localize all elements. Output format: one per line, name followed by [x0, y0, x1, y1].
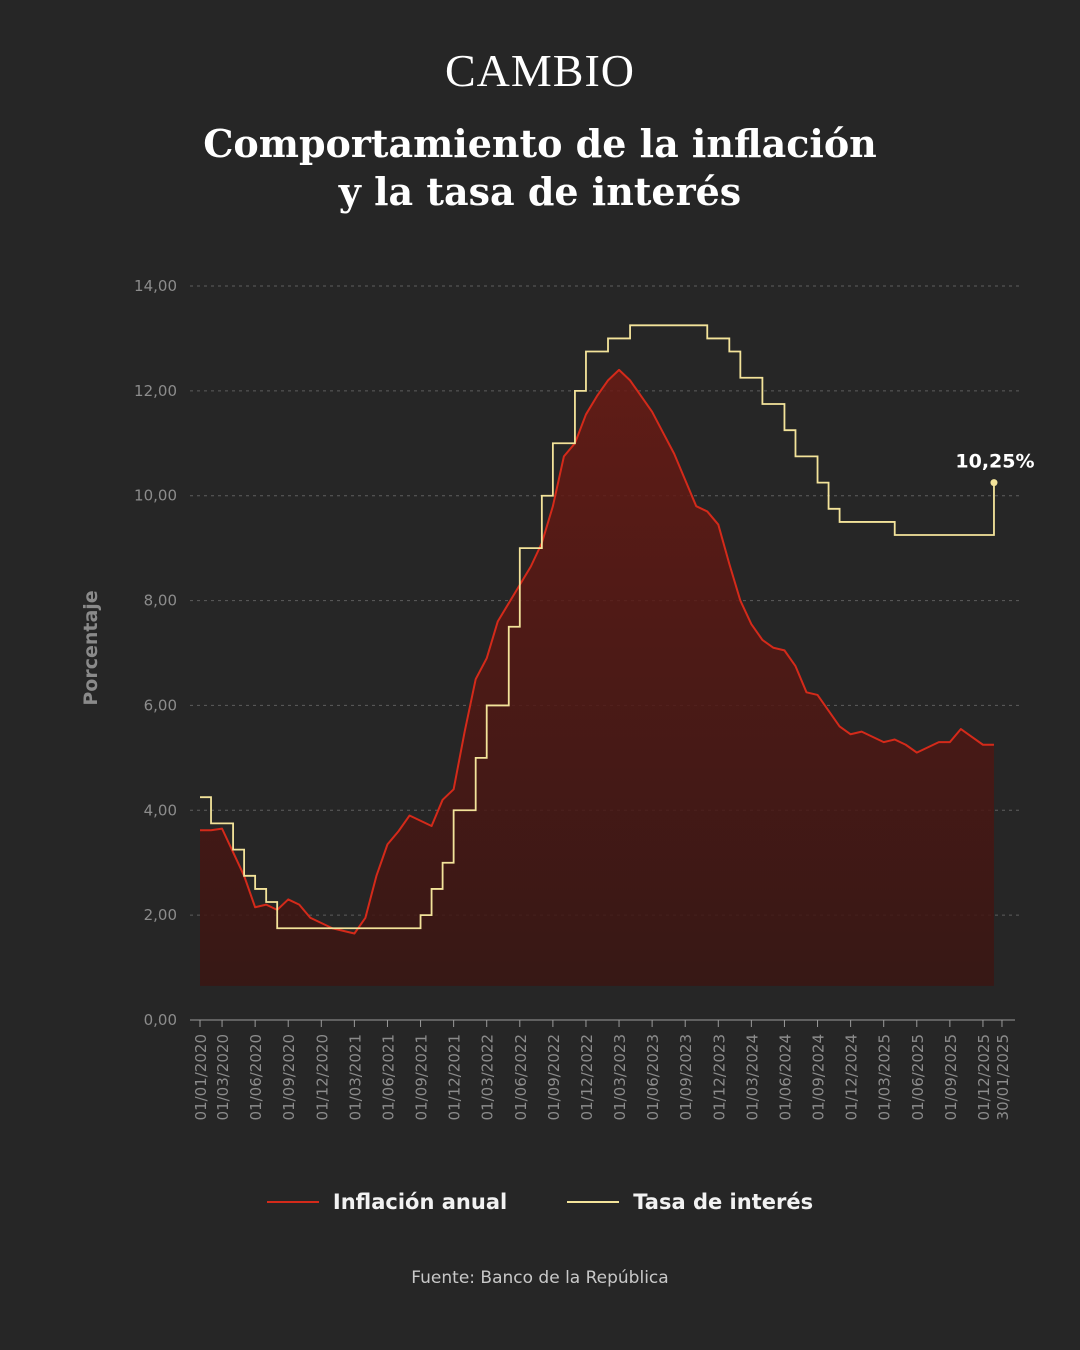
x-tick-label: 01/12/2025: [975, 1034, 993, 1120]
x-tick-label: 01/03/2021: [346, 1034, 364, 1120]
x-tick-label: 01/12/2021: [446, 1034, 464, 1120]
y-tick-label: 10,00: [134, 487, 177, 505]
legend-item-rate: Tasa de interés: [567, 1190, 813, 1214]
x-tick-label: 01/12/2024: [843, 1034, 861, 1120]
y-axis-label: Porcentaje: [80, 590, 102, 705]
legend-item-inflation: Inflación anual: [266, 1190, 508, 1214]
x-tick-label: 01/09/2025: [942, 1034, 960, 1120]
x-tick-label: 01/06/2025: [909, 1034, 927, 1120]
y-tick-label: 8,00: [144, 592, 177, 610]
x-tick-label: 01/06/2021: [379, 1034, 397, 1120]
chart-series: [200, 324, 998, 986]
x-tick-label: 01/06/2022: [512, 1034, 530, 1120]
x-tick-label: 01/01/2020: [192, 1034, 210, 1120]
brand-logo: CAMBIO: [444, 45, 636, 96]
y-tick-label: 14,00: [134, 277, 177, 295]
chart-title-line-1: Comportamiento de la inflación: [203, 121, 877, 166]
legend-label-rate: Tasa de interés: [633, 1190, 814, 1214]
inflation-area: [200, 369, 994, 986]
legend-swatch-inflation: [266, 1201, 319, 1203]
legend-swatch-rate: [567, 1201, 620, 1203]
y-tick-label: 0,00: [144, 1011, 177, 1029]
chart-svg: 0,00 2,00 4,00 6,00 8,00 10,00 12,00 14,00 Porce…: [80, 277, 1035, 1120]
interest-rate-line: [200, 324, 995, 930]
chart-axes: [190, 1019, 1015, 1027]
x-tick-label: 01/09/2020: [280, 1034, 298, 1120]
y-tick-label: 6,00: [144, 696, 177, 714]
chart-title: Comportamiento de la inflación y la tasa…: [0, 120, 1080, 216]
x-tick-label: 01/09/2022: [545, 1034, 563, 1120]
y-tick-label: 2,00: [144, 906, 177, 924]
x-tick-label: 01/09/2021: [413, 1034, 431, 1120]
x-tick-label: 01/12/2022: [578, 1034, 596, 1120]
chart-legend: Inflación anual Tasa de interés: [0, 1190, 1080, 1214]
x-tick-label: 01/06/2024: [776, 1034, 794, 1120]
x-tick-label: 01/06/2020: [247, 1034, 265, 1120]
x-tick-label: 01/09/2023: [677, 1034, 695, 1120]
x-tick-label: 01/03/2023: [611, 1034, 629, 1120]
x-tick-label: 01/06/2023: [644, 1034, 662, 1120]
legend-label-inflation: Inflación anual: [332, 1190, 508, 1214]
x-tick-label: 01/03/2020: [214, 1034, 232, 1120]
x-tick-label: 01/12/2020: [313, 1034, 331, 1120]
x-tick-label: 01/03/2024: [743, 1034, 761, 1120]
x-tick-label: 01/09/2024: [810, 1034, 828, 1120]
x-tick-label: 30/01/2025: [994, 1034, 1012, 1120]
x-tick-label: 01/03/2025: [876, 1034, 894, 1120]
x-tick-label: 01/03/2022: [479, 1034, 497, 1120]
y-tick-label: 12,00: [134, 382, 177, 400]
chart-title-line-2: y la tasa de interés: [338, 169, 742, 214]
x-tick-label: 01/12/2023: [710, 1034, 728, 1120]
rate-end-marker: [990, 479, 998, 487]
source-note: Fuente: Banco de la República: [411, 1268, 669, 1288]
y-tick-label: 4,00: [144, 801, 177, 819]
rate-end-annotation: 10,25%: [955, 451, 1034, 473]
chart-labels: 0,00 2,00 4,00 6,00 8,00 10,00 12,00 14,00 Porce…: [80, 277, 1035, 1120]
